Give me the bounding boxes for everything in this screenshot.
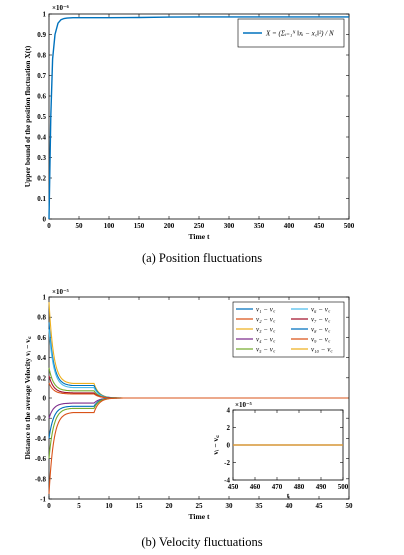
chart-a-xtick-label: 500 <box>344 222 355 230</box>
chart-a-ytick-label: 0.9 <box>37 31 46 39</box>
chart-a-ytick-label: 0.1 <box>37 195 46 203</box>
chart-b-xtick-label: 45 <box>316 502 324 510</box>
chart-a-ylabel: Upper bound of the position fluctuation … <box>23 45 32 187</box>
chart-b-xlabel: Time t <box>189 512 210 521</box>
chart-b-series-line <box>48 397 349 494</box>
chart-b-legend-label: v₇ − v꜀ <box>311 316 331 324</box>
chart-b-ytick-label: 0.4 <box>37 354 46 362</box>
chart-b-xtick-label: 35 <box>256 502 264 510</box>
chart-a-ytick-label: 0 <box>43 216 47 224</box>
chart-b-ylabel: Distance to the average Velocity vᵢ − v꜀ <box>23 336 32 459</box>
chart-b-inset-ytick-label: 2 <box>227 424 231 432</box>
chart-a-ytick-label: 0.2 <box>37 175 46 183</box>
chart-a-xtick-label: 50 <box>76 222 84 230</box>
chart-a-xtick-label: 350 <box>254 222 265 230</box>
chart-b-ytick-label: 0.2 <box>37 374 46 382</box>
chart-b-legend-label: v₈ − v꜀ <box>311 326 331 334</box>
chart-b-inset-ylabel: vᵢ − v꜀ <box>211 435 220 455</box>
chart-a-legend-label: X = (Σᵢ₌₁ᴺ ‖xᵢ − x꜀‖²) / N <box>265 30 334 38</box>
chart-b-inset-ytick-label: 0 <box>227 442 231 450</box>
chart-b-caption: (b) Velocity fluctuations <box>141 535 262 549</box>
chart-b-xtick-label: 10 <box>106 502 114 510</box>
chart-b-inset-xlabel: t <box>287 491 290 500</box>
chart-b-inset-xtick-label: 500 <box>338 483 349 491</box>
chart-b-ytick-label: 0.8 <box>37 314 46 322</box>
chart-a-xtick-label: 150 <box>134 222 145 230</box>
chart-b-inset-xtick-label: 490 <box>316 483 327 491</box>
chart-b-ytick-label: -0.4 <box>35 435 47 443</box>
chart-a-ytick-label: 1 <box>43 11 47 19</box>
chart-a-ytick-label: 0.4 <box>37 134 46 142</box>
chart-b-legend-label: v₃ − v꜀ <box>256 326 276 334</box>
chart-b-inset-xtick-label: 460 <box>250 483 261 491</box>
chart-b-legend: v₁ − v꜀ v₆ − v꜀ v₂ − v꜀ v₇ − v꜀ v₃ − v꜀ v₈ − … <box>232 301 345 358</box>
chart-b-ytick-label: -0.6 <box>35 455 47 463</box>
chart-b-inset-xtick-label: 450 <box>228 483 239 491</box>
chart-a-ytick-label: 0.8 <box>37 52 46 60</box>
chart-b-xtick-label: 30 <box>226 502 234 510</box>
chart-a-xtick-label: 100 <box>104 222 115 230</box>
chart-a-series-line <box>48 16 349 220</box>
chart-b-exponent-label: ×10⁻⁵ <box>52 288 69 296</box>
chart-b-xtick-label: 0 <box>47 502 51 510</box>
chart-b-legend-label: v₂ − v꜀ <box>256 316 276 324</box>
chart-a-legend: X = (Σᵢ₌₁ᴺ ‖xᵢ − x꜀‖²) / N <box>237 18 345 48</box>
chart-a-xtick-label: 450 <box>314 222 325 230</box>
chart-b-inset-xtick-label: 480 <box>294 483 305 491</box>
chart-b-xtick-label: 50 <box>346 502 354 510</box>
chart-b-ytick-label: 1 <box>43 294 47 302</box>
chart-b-inset-exponent-label: ×10⁻⁵ <box>235 401 252 409</box>
chart-a-exponent-label: ×10⁻⁶ <box>52 4 69 12</box>
chart-b-inset-ytick-label: -2 <box>224 459 230 467</box>
chart-b-xtick-label: 25 <box>196 502 204 510</box>
chart-a-ytick-label: 0.3 <box>37 154 46 162</box>
chart-b-ytick-label: -1 <box>40 496 46 504</box>
chart-b-xtick-label: 20 <box>166 502 174 510</box>
chart-a-xtick-label: 250 <box>194 222 205 230</box>
chart-a-xlabel: Time t <box>189 232 210 241</box>
chart-a-caption: (a) Position fluctuations <box>142 251 262 265</box>
chart-b-ytick-label: -0.8 <box>35 475 47 483</box>
chart-b-xtick-label: 5 <box>77 502 81 510</box>
chart-a-xtick-label: 0 <box>47 222 51 230</box>
chart-b-ticks: 0 5 10 15 20 25 30 35 40 45 50-1-0.8-0.6-0.4-0.200… <box>35 294 353 511</box>
chart-a-axes-box <box>48 13 350 220</box>
chart-b-legend-label: v₉ − v꜀ <box>311 336 331 344</box>
chart-b-legend-label: v₅ − v꜀ <box>256 346 276 354</box>
chart-a-xtick-label: 400 <box>284 222 295 230</box>
chart-b-xtick-label: 40 <box>286 502 294 510</box>
chart-a-ticks: 0 50 100 150 200 250 300 350 400 450 500 0 0.1 0.2 0.3… <box>37 11 355 231</box>
chart-b-ytick-label: 0.6 <box>37 334 46 342</box>
chart-b-legend-label: v₁ − v꜀ <box>256 306 276 314</box>
chart-b-ytick-label: 0 <box>43 395 47 403</box>
chart-b-xtick-label: 15 <box>136 502 144 510</box>
chart-b-inset-xtick-label: 470 <box>272 483 283 491</box>
chart-a-ytick-label: 0.5 <box>37 113 46 121</box>
chart-b-inset-ticks: 450 460 470 480 490 500 -4 -2 0 2 4 <box>224 407 349 492</box>
chart-b-legend-label: v₄ − v꜀ <box>256 336 276 344</box>
chart-b-inset-ytick-label: 4 <box>227 407 231 415</box>
chart-a-xtick-label: 200 <box>164 222 175 230</box>
chart-a-xtick-label: 300 <box>224 222 235 230</box>
chart-a-ytick-label: 0.6 <box>37 93 46 101</box>
chart-a-ytick-label: 0.7 <box>37 72 46 80</box>
chart-b-legend-label: v₆ − v꜀ <box>311 306 331 314</box>
chart-b-legend-label: v₁₀ − v꜀ <box>311 346 333 354</box>
chart-b-ytick-label: -0.2 <box>35 415 47 423</box>
chart-b-inset-ytick-label: -4 <box>224 477 230 485</box>
